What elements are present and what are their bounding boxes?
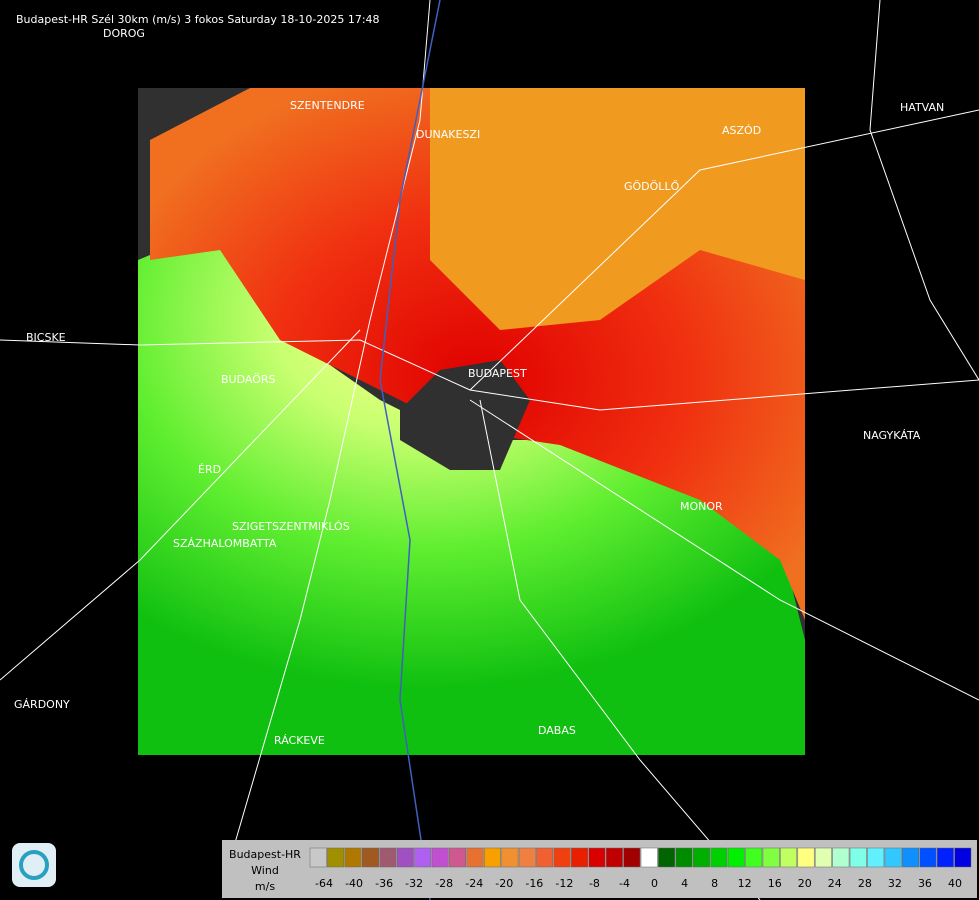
legend-swatch [466,847,484,868]
legend-swatch [954,847,972,868]
legend-swatch [640,847,658,868]
legend-swatch [536,847,554,868]
legend-swatch [379,847,397,868]
place-label: MONOR [680,500,723,513]
legend-swatch [675,847,693,868]
legend-swatch [867,847,885,868]
legend-swatch [832,847,850,868]
legend-swatch [710,847,728,868]
legend-tick: -40 [345,877,363,890]
legend-swatch [902,847,919,868]
legend-swatch [658,847,676,868]
legend-tick: 28 [858,877,872,890]
legend-swatch [780,847,798,868]
legend-swatch [571,847,588,868]
legend-title: Wind [251,864,279,877]
place-label: DABAS [538,724,576,737]
place-label: HATVAN [900,101,944,114]
legend-swatch [449,847,467,868]
place-label: SZENTENDRE [290,99,365,112]
place-label: ASZÓD [722,124,761,137]
legend-swatch [884,847,902,868]
legend-swatch [623,847,641,868]
legend-tick: -24 [465,877,483,890]
legend-tick: -32 [405,877,423,890]
legend-swatch [309,847,327,868]
legend-tick: -16 [525,877,543,890]
legend-swatch [919,847,937,868]
approaching-echo [138,240,805,755]
place-label: DUNAKESZI [416,128,480,141]
legend-swatch [483,847,501,868]
place-label: SZÁZHALOMBATTA [173,537,277,550]
legend-swatch [745,847,763,868]
legend-tick: -12 [555,877,573,890]
legend-tick: 20 [798,877,812,890]
legend-title: Budapest-HR [229,848,301,861]
legend-swatch [553,847,571,868]
legend-tick: 8 [711,877,718,890]
legend-tick: 4 [681,877,688,890]
legend-swatch [431,847,449,868]
legend-swatch [936,847,954,868]
legend-swatch [327,847,345,868]
legend-tick: 36 [918,877,932,890]
legend-swatch [414,847,432,868]
logo [12,843,56,887]
legend-tick: 16 [768,877,782,890]
place-label: SZIGETSZENTMIKLÓS [232,520,350,533]
legend-tick: 12 [738,877,752,890]
legend-tick: 40 [948,877,962,890]
logo-mark [19,850,49,880]
legend-tick: 32 [888,877,902,890]
place-label: BICSKE [26,331,66,344]
place-label: GÖDÖLLŐ [624,179,680,193]
legend-tick: -36 [375,877,393,890]
legend-swatch [501,847,519,868]
receding-echo-strong [430,88,805,330]
legend-tick: -20 [495,877,513,890]
legend-swatch [849,847,867,868]
legend-swatch [396,847,414,868]
place-label: NAGYKÁTA [863,429,921,442]
legend-swatch [344,847,362,868]
legend-tick: -64 [315,877,333,890]
legend-tick: -4 [619,877,630,890]
legend-swatch [762,847,780,868]
place-label: BUDAPEST [468,367,527,380]
place-label: ÉRD [198,463,221,476]
legend-swatch [797,847,815,868]
legend-swatch [588,847,606,868]
legend-swatch [693,847,710,868]
legend-swatch [518,847,536,868]
place-label: RÁCKEVE [274,734,325,747]
legend-swatch [362,847,379,868]
place-label: DOROG [103,27,145,40]
legend-tick: 0 [651,877,658,890]
legend-tick: -28 [435,877,453,890]
title: Budapest-HR Szél 30km (m/s) 3 fokos Satu… [16,13,380,26]
legend-swatch [814,847,832,868]
legend-tick: 24 [828,877,842,890]
legend-title: m/s [255,880,275,893]
danube [379,0,441,900]
legend-swatch [727,847,745,868]
no-data [138,88,250,200]
place-label: GÁRDONY [14,698,70,711]
ground-clutter [400,360,530,470]
legend-tick: -8 [589,877,600,890]
place-label: BUDAÖRS [221,373,276,386]
legend-swatch [605,847,623,868]
